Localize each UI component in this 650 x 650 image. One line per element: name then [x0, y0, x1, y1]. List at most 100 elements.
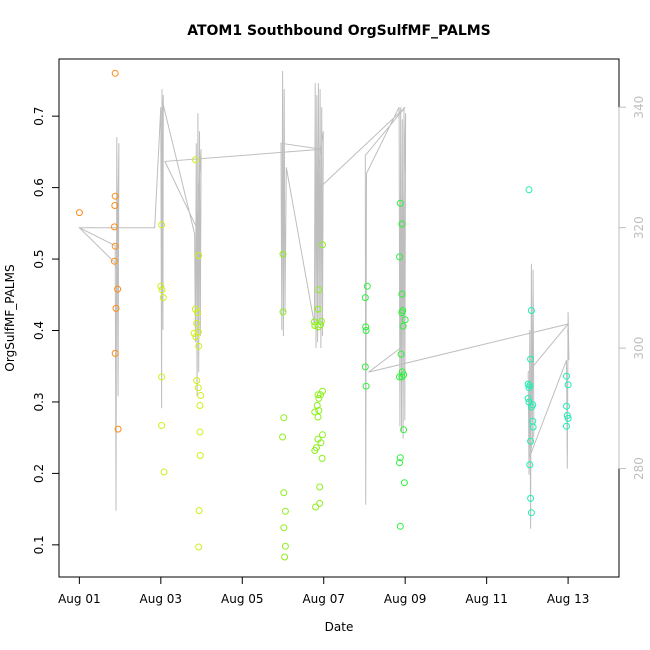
data-point	[75, 209, 83, 217]
data-point	[196, 428, 204, 436]
data-point	[527, 509, 535, 517]
data-point	[193, 319, 201, 327]
data-point	[190, 329, 198, 337]
data-point	[399, 322, 407, 330]
data-point	[193, 377, 201, 384]
data-point	[396, 199, 404, 207]
x-axis-label: Date	[325, 620, 354, 634]
x-tick-label: Aug 09	[384, 592, 427, 606]
data-point	[281, 542, 289, 550]
data-point	[319, 241, 326, 249]
track-line	[78, 70, 570, 529]
data-point	[316, 499, 324, 507]
data-point	[192, 333, 200, 341]
data-point	[400, 479, 408, 487]
data-point	[280, 414, 288, 422]
y-tick-label: 0.4	[32, 321, 46, 340]
data-point	[112, 304, 120, 312]
data-point	[361, 294, 369, 302]
data-point	[362, 382, 370, 390]
x-tick-label: Aug 07	[302, 592, 345, 606]
data-point	[160, 468, 168, 476]
data-point	[191, 156, 199, 164]
data-point	[111, 192, 119, 200]
data-point	[111, 69, 119, 77]
data-point	[194, 384, 202, 392]
data-point	[398, 373, 406, 381]
x-tick-label: Aug 11	[465, 592, 508, 606]
data-point	[197, 392, 205, 399]
data-point	[158, 221, 166, 229]
data-point	[563, 402, 570, 410]
data-point	[314, 413, 322, 421]
data-point	[398, 220, 406, 228]
data-point	[564, 381, 572, 389]
data-point	[114, 285, 122, 293]
data-point	[111, 242, 119, 250]
data-point	[396, 522, 404, 530]
y2-axis: 280 300 320 340	[618, 96, 646, 480]
data-point	[317, 317, 325, 325]
data-point	[279, 308, 287, 316]
data-point	[281, 507, 289, 515]
data-point	[524, 394, 532, 402]
data-point	[110, 257, 118, 265]
data-point	[319, 387, 326, 395]
data-point	[317, 321, 324, 329]
data-point	[525, 186, 533, 194]
data-point	[524, 380, 532, 388]
y-tick-label: 0.1	[32, 535, 46, 554]
data-point	[563, 372, 570, 380]
x-tick-label: Aug 01	[58, 592, 101, 606]
data-point	[111, 202, 119, 209]
data-point	[397, 350, 405, 358]
data-point	[396, 253, 403, 261]
secondary-track	[78, 70, 570, 529]
data-point	[564, 414, 572, 422]
data-point	[280, 489, 288, 497]
data-point	[195, 342, 203, 350]
data-point	[400, 371, 408, 379]
data-point	[527, 355, 535, 363]
data-point	[527, 307, 535, 314]
data-point	[313, 402, 321, 409]
data-point	[315, 394, 323, 402]
data-point	[279, 433, 287, 441]
data-point	[194, 309, 201, 317]
data-point	[280, 524, 288, 532]
data-point	[319, 431, 326, 439]
data-point	[526, 461, 534, 469]
data-point	[563, 412, 571, 419]
data-point	[315, 286, 323, 294]
chart-title: ATOM1 Southbound OrgSulfMF_PALMS	[187, 23, 491, 39]
data-point	[158, 286, 166, 294]
x-tick-label: Aug 05	[221, 592, 264, 606]
data-point	[191, 305, 199, 313]
y2-tick-label: 280	[632, 457, 646, 480]
data-point	[310, 318, 318, 326]
data-point	[111, 349, 119, 357]
y-axis: 0.1 0.2 0.3 0.4 0.5 0.6 0.7	[32, 107, 60, 554]
data-point	[195, 252, 203, 259]
data-point	[563, 422, 570, 430]
y-tick-label: 0.5	[32, 250, 46, 269]
data-point	[110, 223, 118, 231]
data-point	[317, 439, 325, 447]
data-point	[362, 323, 370, 331]
data-point	[158, 373, 166, 381]
data-point	[311, 447, 319, 454]
x-tick-label: Aug 03	[140, 592, 183, 606]
scatter-points	[75, 69, 572, 561]
data-point	[398, 309, 406, 317]
data-point	[363, 282, 371, 290]
y2-tick-label: 320	[632, 216, 646, 239]
data-point	[401, 316, 409, 324]
data-point	[527, 403, 535, 411]
y2-tick-label: 300	[632, 337, 646, 360]
data-point	[314, 391, 322, 399]
data-point	[196, 402, 204, 409]
data-point	[157, 282, 165, 290]
data-point	[159, 294, 167, 302]
data-point	[311, 408, 319, 416]
